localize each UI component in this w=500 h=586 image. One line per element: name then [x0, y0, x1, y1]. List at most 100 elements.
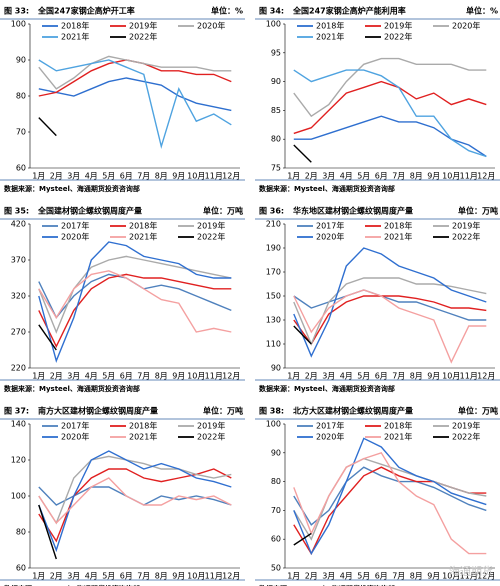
x-tick-label: 4月 [340, 372, 353, 381]
chart-unit: 单位：万吨 [203, 406, 243, 416]
x-tick-label: 4月 [340, 172, 353, 181]
series-line [38, 117, 57, 137]
x-tick-label: 3月 [322, 572, 335, 581]
y-tick-label: 60 [271, 535, 281, 544]
series-line [38, 455, 232, 525]
x-tick-label: 8月 [155, 172, 168, 181]
x-tick-label: 10月 [187, 172, 205, 181]
figure-number: 图 35: [4, 207, 29, 216]
legend-label: 2017年 [316, 421, 344, 431]
series-line [38, 324, 57, 351]
x-tick-label: 11月 [205, 172, 223, 181]
y-tick-label: 150 [266, 292, 281, 301]
series-line [38, 241, 232, 363]
x-tick-label: 2月 [305, 172, 318, 181]
x-tick-label: 3月 [67, 372, 80, 381]
chart-unit: 单位：万吨 [458, 206, 498, 216]
x-tick-label: 9月 [427, 572, 440, 581]
chart-title: 北方大区建材钢企螺纹钢周度产量 [293, 406, 413, 416]
x-tick-label: 12月 [477, 172, 495, 181]
legend-label: 2019年 [384, 21, 412, 31]
source-note: 数据来源：Mysteel、海通期货投资咨询部 [259, 384, 395, 393]
x-tick-label: 3月 [322, 372, 335, 381]
y-tick-label: 420 [11, 220, 26, 229]
series-line [293, 80, 487, 135]
x-tick-label: 11月 [460, 572, 478, 581]
x-tick-label: 5月 [357, 172, 370, 181]
series-line [38, 270, 232, 333]
series-line [38, 255, 232, 334]
x-tick-label: 3月 [67, 572, 80, 581]
legend-label: 2019年 [197, 421, 225, 431]
x-tick-label: 5月 [102, 572, 115, 581]
legend-label: 2021年 [316, 32, 344, 42]
y-tick-label: 85 [271, 106, 281, 115]
chart-title: 华东地区建材钢企螺纹钢周度产量 [293, 206, 413, 216]
x-tick-label: 11月 [460, 372, 478, 381]
x-tick-label: 12月 [477, 572, 495, 581]
y-tick-label: 270 [11, 328, 26, 337]
series-line [293, 289, 487, 321]
legend-label: 2020年 [61, 432, 89, 442]
series-line [38, 477, 232, 525]
series-line [293, 532, 312, 546]
x-tick-label: 11月 [460, 172, 478, 181]
source-note: 数据来源：Mysteel、海通期货投资咨询部 [259, 184, 395, 193]
x-tick-label: 9月 [172, 372, 185, 381]
x-tick-label: 5月 [357, 572, 370, 581]
source-note: 数据来源：Mysteel、海通期货投资咨询部 [4, 584, 140, 586]
y-tick-label: 70 [271, 506, 281, 515]
y-tick-label: 75 [271, 164, 281, 173]
series-line [293, 115, 487, 158]
x-tick-label: 12月 [477, 372, 495, 381]
series-line [293, 289, 487, 364]
y-tick-label: 80 [16, 92, 26, 101]
y-tick-label: 50 [271, 564, 281, 573]
x-tick-label: 7月 [392, 372, 405, 381]
chart-unit: 单位：万吨 [203, 206, 243, 216]
y-tick-label: 100 [266, 420, 281, 429]
x-tick-label: 10月 [442, 172, 460, 181]
figure-number: 图 33: [4, 7, 29, 16]
y-tick-label: 370 [11, 256, 26, 265]
x-tick-label: 9月 [172, 572, 185, 581]
y-tick-label: 130 [266, 316, 281, 325]
chart-title: 全国247家钢企高炉开工率 [37, 6, 135, 16]
chart-unit: 单位：% [466, 6, 498, 16]
source-note: 数据来源：Mysteel、海通期货投资咨询部 [4, 184, 140, 193]
source-note: 数据来源：Mysteel、海通期货投资咨询部 [4, 384, 140, 393]
legend-label: 2017年 [61, 421, 89, 431]
series-line [38, 55, 232, 90]
x-tick-label: 10月 [442, 572, 460, 581]
y-tick-label: 95 [271, 48, 281, 57]
x-tick-label: 1月 [287, 372, 300, 381]
series-line [293, 69, 487, 158]
legend-label: 2018年 [129, 221, 157, 231]
chart-unit: 单位：% [211, 6, 243, 16]
legend-label: 2022年 [452, 432, 480, 442]
x-tick-label: 4月 [340, 572, 353, 581]
x-tick-label: 7月 [392, 172, 405, 181]
figure-number: 图 36: [259, 207, 284, 216]
x-tick-label: 1月 [32, 372, 45, 381]
x-tick-label: 2月 [50, 372, 63, 381]
y-tick-label: 70 [16, 128, 26, 137]
x-tick-label: 5月 [102, 172, 115, 181]
x-tick-label: 9月 [427, 172, 440, 181]
y-tick-label: 100 [266, 20, 281, 29]
y-tick-label: 60 [16, 564, 26, 573]
legend-label: 2018年 [384, 221, 412, 231]
x-tick-label: 1月 [32, 172, 45, 181]
legend-label: 2022年 [197, 432, 225, 442]
x-tick-label: 7月 [137, 372, 150, 381]
series-line [293, 277, 487, 346]
series-line [293, 295, 487, 346]
legend-label: 2020年 [197, 21, 225, 31]
figure-number: 图 34: [259, 7, 284, 16]
series-line [38, 273, 232, 349]
x-tick-label: 1月 [287, 172, 300, 181]
x-tick-label: 2月 [50, 172, 63, 181]
legend-label: 2019年 [452, 221, 480, 231]
legend-label: 2022年 [384, 32, 412, 42]
